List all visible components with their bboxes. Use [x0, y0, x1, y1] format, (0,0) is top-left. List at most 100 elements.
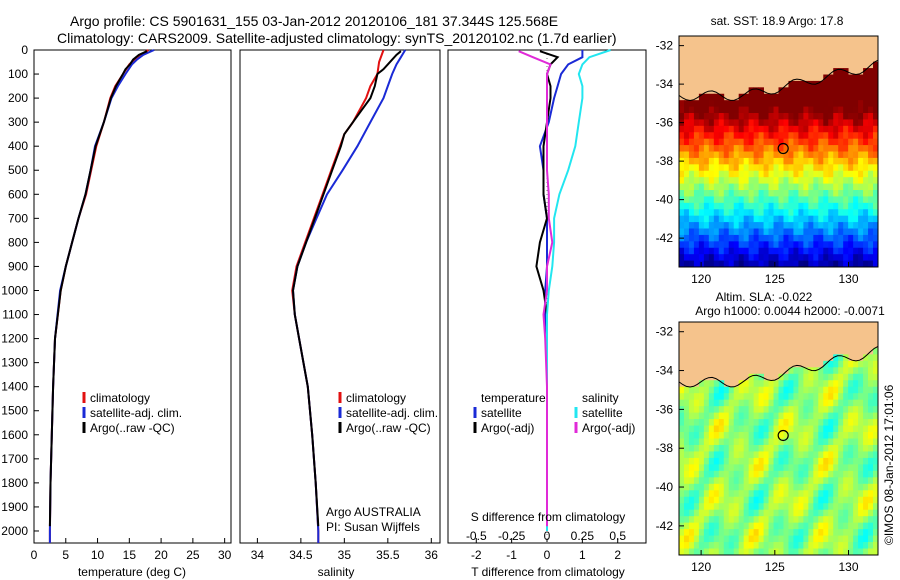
sla-map-cell: [713, 444, 720, 452]
sla-map-cell: [728, 457, 735, 465]
sla-map-cell: [778, 503, 784, 511]
sla-map-cell: [758, 516, 764, 524]
sla-map-cell: [743, 503, 750, 511]
sla-map-cell: [679, 399, 685, 407]
sst-map-cell: [838, 177, 844, 184]
sst-map-cell: [713, 177, 720, 184]
sst-map-cell: [693, 125, 700, 133]
sla-map-cell: [708, 490, 715, 498]
sla-map-cell: [808, 419, 814, 426]
sst-map-cell: [833, 119, 839, 127]
sla-map-cell: [793, 522, 799, 530]
sla-map-cell: [728, 444, 735, 452]
sst-map-cell: [703, 222, 710, 229]
sst-map-cell: [803, 202, 809, 210]
sla-map-cell: [768, 548, 774, 556]
depth-tick-label: 100: [8, 67, 28, 81]
sst-map-cell: [813, 222, 819, 229]
sla-map-cell: [773, 406, 779, 414]
sst-map-cell: [858, 234, 864, 242]
sst-map-cell: [748, 157, 755, 165]
sla-map-cell: [828, 535, 834, 543]
sst-map-cell: [748, 209, 755, 217]
sla-map-cell: [718, 548, 725, 556]
sla-map-cell: [833, 542, 839, 549]
sla-map-cell: [858, 529, 864, 536]
sst-map-cell: [778, 190, 784, 197]
sla-map-cell: [679, 451, 685, 459]
sla-map-cell: [718, 419, 725, 426]
sst-map-cell: [783, 138, 789, 146]
sst-map-cell: [693, 247, 700, 255]
sst-map-cell: [778, 196, 784, 204]
sla-map-cell: [713, 464, 720, 472]
sst-map-cell: [828, 138, 834, 146]
sst-map-cell: [823, 234, 829, 242]
sst-map-cell: [679, 215, 685, 223]
sst-map-cell: [793, 145, 799, 152]
sst-map-cell: [858, 138, 864, 146]
sla-map-cell: [688, 509, 695, 517]
sst-map-cell: [778, 241, 784, 249]
sst-map-cell: [733, 196, 740, 204]
sst-map-cell: [783, 254, 789, 261]
sst-map-cell: [733, 151, 740, 159]
sst-map-cell: [788, 190, 794, 197]
sla-map-cell: [863, 438, 869, 446]
argo-pi-label: PI: Susan Wijffels: [326, 520, 420, 534]
sst-map-cell: [833, 138, 839, 146]
sst-map-cell: [853, 164, 859, 172]
sst-map-cell: [823, 183, 829, 191]
sla-map-cell: [728, 425, 735, 433]
sst-map-cell: [708, 100, 715, 107]
sla-map-cell: [703, 393, 710, 401]
sst-map-cell: [713, 138, 720, 146]
sst-map-cell: [753, 119, 760, 127]
sla-map-cell: [788, 367, 794, 375]
sst-map-cell: [733, 113, 740, 120]
sst-map-cell: [723, 196, 730, 204]
sla-map-cell: [703, 425, 710, 433]
salinity-panel: 34 34.5 35 35.5 36 climatologysatellite-adj.…: [239, 49, 441, 579]
sla-map-cell: [698, 535, 705, 543]
sst-map-cell: [748, 100, 755, 107]
sla-map-cell: [703, 406, 710, 414]
sla-map-cell: [853, 503, 859, 511]
sla-map-cell: [743, 490, 750, 498]
sst-map-cell: [713, 247, 720, 255]
sla-map-cell: [763, 529, 769, 536]
sla-map-cell: [823, 399, 829, 407]
sst-map-cell: [688, 119, 695, 127]
sla-map-cell: [813, 535, 819, 543]
sst-map-cell: [683, 170, 690, 178]
sst-map-cell: [818, 145, 824, 152]
sla-map-cell: [708, 425, 715, 433]
sla-map-cell: [738, 535, 745, 543]
sst-map-cell: [843, 145, 849, 152]
sst-map-cell: [823, 190, 829, 197]
sst-map-cell: [708, 215, 715, 223]
sla-map-cell: [718, 406, 725, 414]
sst-map-cell: [748, 196, 755, 204]
sla-map-cell: [683, 419, 690, 426]
sst-map-cell: [763, 100, 769, 107]
sla-map-cell: [753, 516, 760, 524]
sla-map-cell: [828, 380, 834, 388]
sla-map-cell: [763, 490, 769, 498]
sst-map-cell: [873, 80, 879, 88]
sst-map-cell: [718, 100, 725, 107]
sla-map-cell: [738, 380, 745, 388]
sst-map-cell: [679, 132, 685, 140]
sst-map-cell: [848, 87, 854, 95]
sst-map-cell: [788, 87, 794, 95]
sst-map-cell: [768, 157, 774, 165]
sla-map-cell: [698, 425, 705, 433]
sla-map-cell: [718, 380, 725, 388]
sst-map-cell: [873, 164, 879, 172]
sla-map-cell: [843, 477, 849, 485]
sla-map-cell: [873, 360, 879, 368]
sla-map-cell: [688, 522, 695, 530]
sla-map-cell: [848, 477, 854, 485]
sst-map-cell: [679, 125, 685, 133]
sst-map-cell: [758, 260, 764, 268]
